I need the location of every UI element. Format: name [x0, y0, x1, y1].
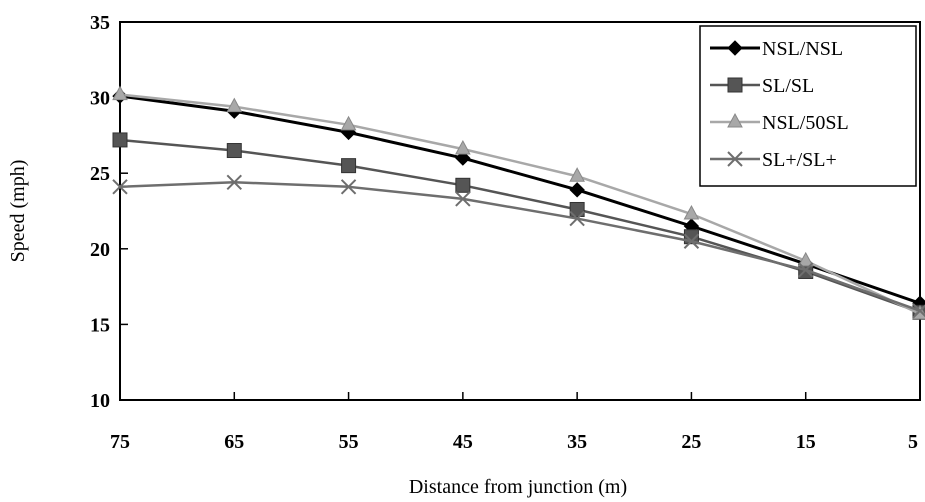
x-tick-label: 45 — [453, 431, 473, 453]
x-tick-label: 25 — [681, 431, 701, 453]
legend-item: NSL/50SL — [710, 112, 849, 134]
data-point — [340, 115, 357, 131]
data-point — [455, 191, 471, 207]
x-tick-label: 55 — [339, 431, 359, 453]
data-point — [226, 143, 242, 159]
data-point — [112, 85, 128, 101]
data-point — [797, 251, 814, 267]
series-2 — [112, 85, 925, 320]
series-line — [119, 93, 921, 315]
data-point — [341, 158, 357, 174]
data-point — [455, 150, 471, 166]
data-point — [112, 179, 128, 195]
data-point — [727, 77, 743, 93]
data-point — [569, 182, 585, 198]
data-point — [226, 174, 242, 190]
y-axis-title: Speed (mph) — [7, 160, 29, 263]
x-tick-label: 15 — [796, 431, 816, 453]
y-tick-label: 20 — [90, 239, 110, 261]
data-point — [727, 112, 743, 128]
series-layer — [112, 85, 925, 320]
x-axis-ticks: 75 65 55 45 35 25 15 5 — [110, 392, 921, 453]
y-tick-label: 35 — [90, 12, 110, 34]
data-point — [683, 233, 700, 249]
legend-label: NSL/50SL — [762, 112, 849, 134]
data-point — [569, 201, 585, 217]
y-tick-label: 25 — [90, 163, 110, 185]
y-tick-label: 15 — [90, 314, 110, 336]
data-point — [727, 151, 743, 167]
legend-item: SL/SL — [710, 75, 814, 97]
x-tick-label: 35 — [567, 431, 587, 453]
data-point — [569, 167, 585, 182]
legend: NSL/NSL SL/SL NSL/50SL SL+/SL+ — [699, 25, 917, 187]
data-point — [340, 179, 357, 195]
data-point — [727, 40, 743, 56]
legend-label: SL+/SL+ — [762, 149, 837, 171]
legend-label: NSL/NSL — [762, 38, 843, 60]
data-point — [226, 97, 243, 113]
series-line — [119, 181, 921, 312]
legend-item: NSL/NSL — [710, 38, 843, 60]
data-point — [569, 210, 585, 227]
y-tick-label: 10 — [90, 390, 110, 412]
x-tick-label: 75 — [110, 431, 130, 453]
series-3 — [112, 174, 925, 319]
data-point — [683, 204, 700, 220]
legend-item: SL+/SL+ — [710, 149, 837, 171]
data-point — [455, 177, 471, 193]
data-point — [455, 139, 471, 155]
data-point — [798, 262, 814, 278]
x-tick-label: 5 — [908, 431, 918, 453]
y-tick-label: 30 — [90, 88, 110, 110]
series-line — [119, 94, 921, 305]
x-tick-label: 65 — [224, 431, 244, 453]
x-axis-title: Distance from junction (m) — [409, 476, 627, 498]
legend-label: SL/SL — [762, 75, 814, 97]
y-axis-ticks: 10 15 20 25 30 35 — [90, 12, 128, 412]
data-point — [112, 132, 128, 148]
